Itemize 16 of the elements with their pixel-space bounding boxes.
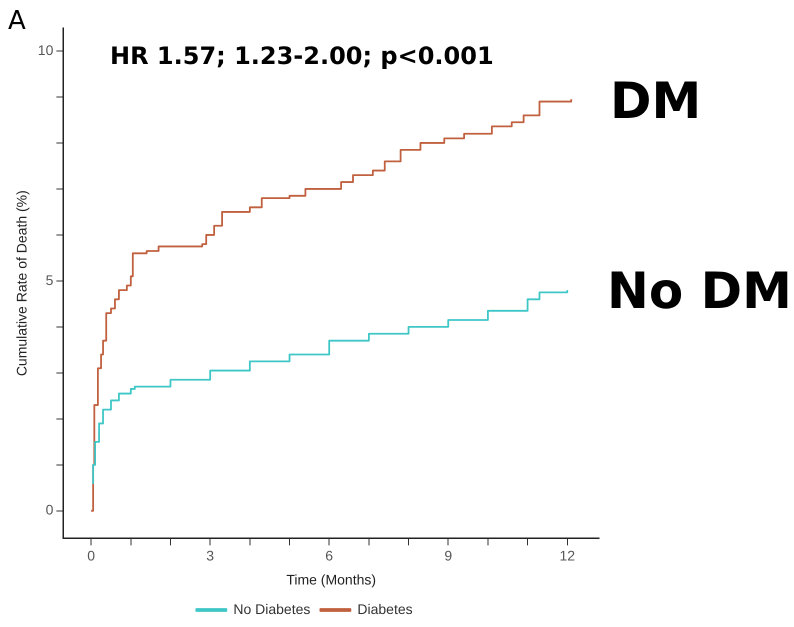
- x-axis-title: Time (Months): [286, 571, 376, 588]
- legend-label: No Diabetes: [233, 600, 310, 617]
- x-tick-label: 3: [206, 548, 214, 564]
- text: No DM: [607, 262, 792, 320]
- legend-label: Diabetes: [357, 600, 413, 617]
- y-tick-label: 0: [46, 502, 54, 518]
- text: A: [8, 6, 26, 36]
- y-tick-label: 10: [38, 42, 54, 58]
- x-tick-label: 0: [87, 548, 96, 564]
- text: DM: [610, 72, 702, 130]
- y-axis-title: Cumulative Rate of Death (%): [13, 190, 30, 376]
- x-tick-label: 6: [325, 548, 334, 564]
- x-tick-label: 9: [444, 548, 452, 564]
- y-tick-label: 5: [46, 272, 54, 288]
- annotation: HR 1.57; 1.23-2.00; p<0.001: [110, 42, 494, 70]
- x-tick-label: 12: [559, 548, 576, 564]
